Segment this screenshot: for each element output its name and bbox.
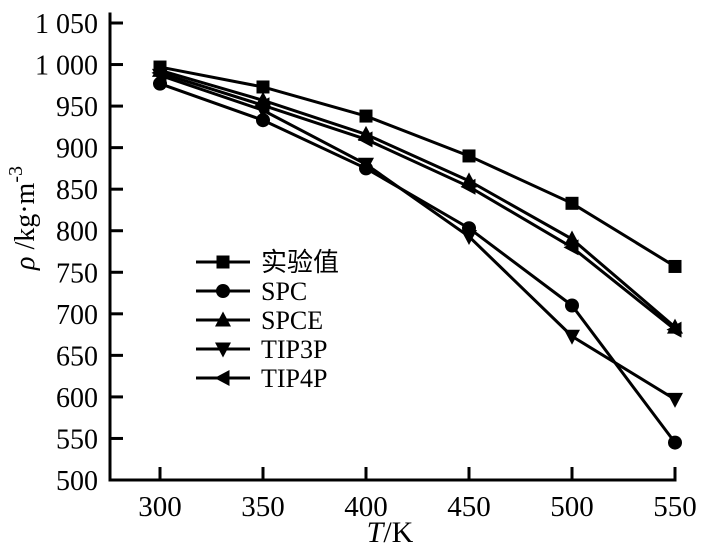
- y-tick-label: 950: [56, 92, 98, 123]
- y-tick-label: 800: [56, 217, 98, 248]
- legend-item: SPCE: [196, 306, 323, 335]
- y-tick-label: 1 000: [35, 51, 98, 82]
- triangle-left-marker-icon: [357, 131, 373, 148]
- y-axis-title-text: ρ /kg·m-3: [5, 166, 41, 271]
- triangle-up-marker-icon: [215, 311, 231, 327]
- series-TIP4P: [151, 64, 682, 338]
- series-实验值: [153, 60, 682, 273]
- y-tick-label: 600: [56, 383, 98, 414]
- series-line: [159, 71, 676, 331]
- triangle-left-marker-icon: [666, 321, 682, 338]
- x-tick-label: 550: [653, 491, 697, 523]
- triangle-left-marker-icon: [151, 64, 167, 81]
- triangle-left-marker-icon: [460, 178, 476, 195]
- y-tick-label: 1 050: [35, 9, 98, 40]
- triangle-left-marker-icon: [254, 97, 270, 114]
- x-axis-ticks: 300 350 400 450 500 550: [138, 467, 697, 523]
- legend-label: TIP4P: [261, 364, 327, 393]
- x-tick-label: 300: [138, 491, 182, 523]
- y-tick-label: 750: [56, 258, 98, 289]
- circle-marker-icon: [216, 284, 230, 298]
- triangle-down-marker-icon: [461, 230, 477, 246]
- square-marker-icon: [256, 80, 270, 94]
- x-tick-label: 350: [241, 491, 285, 523]
- square-marker-icon: [565, 196, 579, 210]
- triangle-down-marker-icon: [667, 392, 683, 408]
- legend-label: TIP3P: [261, 335, 327, 364]
- legend-label: 实验值: [261, 248, 339, 277]
- x-tick-label: 450: [447, 491, 491, 523]
- triangle-left-marker-icon: [214, 370, 230, 386]
- series-line: [159, 82, 677, 444]
- legend-item: SPC: [196, 277, 307, 306]
- y-tick-label: 650: [56, 341, 98, 372]
- y-axis-ticks: 500 550 600 650 700 750 800 850 900 950 1 000 1 050: [35, 9, 123, 497]
- y-tick-label: 900: [56, 134, 98, 165]
- y-tick-label: 550: [56, 424, 98, 455]
- y-tick-label: 500: [56, 466, 98, 497]
- square-marker-icon: [359, 109, 373, 123]
- legend-item: 实验值: [196, 248, 339, 277]
- axes: [108, 12, 677, 482]
- y-axis-title: ρ /kg·m-3: [5, 166, 41, 271]
- square-marker-icon: [216, 255, 230, 269]
- circle-marker-icon: [565, 298, 579, 313]
- series-line: [159, 68, 676, 329]
- legend-label: SPCE: [261, 306, 323, 335]
- legend-label: SPC: [261, 277, 307, 306]
- legend-item: TIP4P: [196, 364, 327, 393]
- x-tick-label: 400: [344, 491, 388, 523]
- legend-item: TIP3P: [196, 335, 327, 364]
- circle-marker-icon: [668, 435, 682, 450]
- x-axis-title: T/K: [367, 516, 414, 549]
- circle-marker-icon: [256, 113, 270, 128]
- x-tick-label: 500: [550, 491, 594, 523]
- square-marker-icon: [668, 259, 682, 273]
- y-tick-label: 850: [56, 175, 98, 206]
- x-axis-title-text: T/K: [367, 516, 414, 549]
- triangle-down-marker-icon: [215, 342, 231, 358]
- triangle-down-marker-icon: [358, 157, 374, 173]
- triangle-left-marker-icon: [563, 239, 579, 256]
- square-marker-icon: [462, 149, 476, 163]
- y-tick-label: 700: [56, 300, 98, 331]
- series-line: [159, 65, 676, 268]
- series-line: [159, 73, 676, 401]
- triangle-down-marker-icon: [564, 329, 580, 345]
